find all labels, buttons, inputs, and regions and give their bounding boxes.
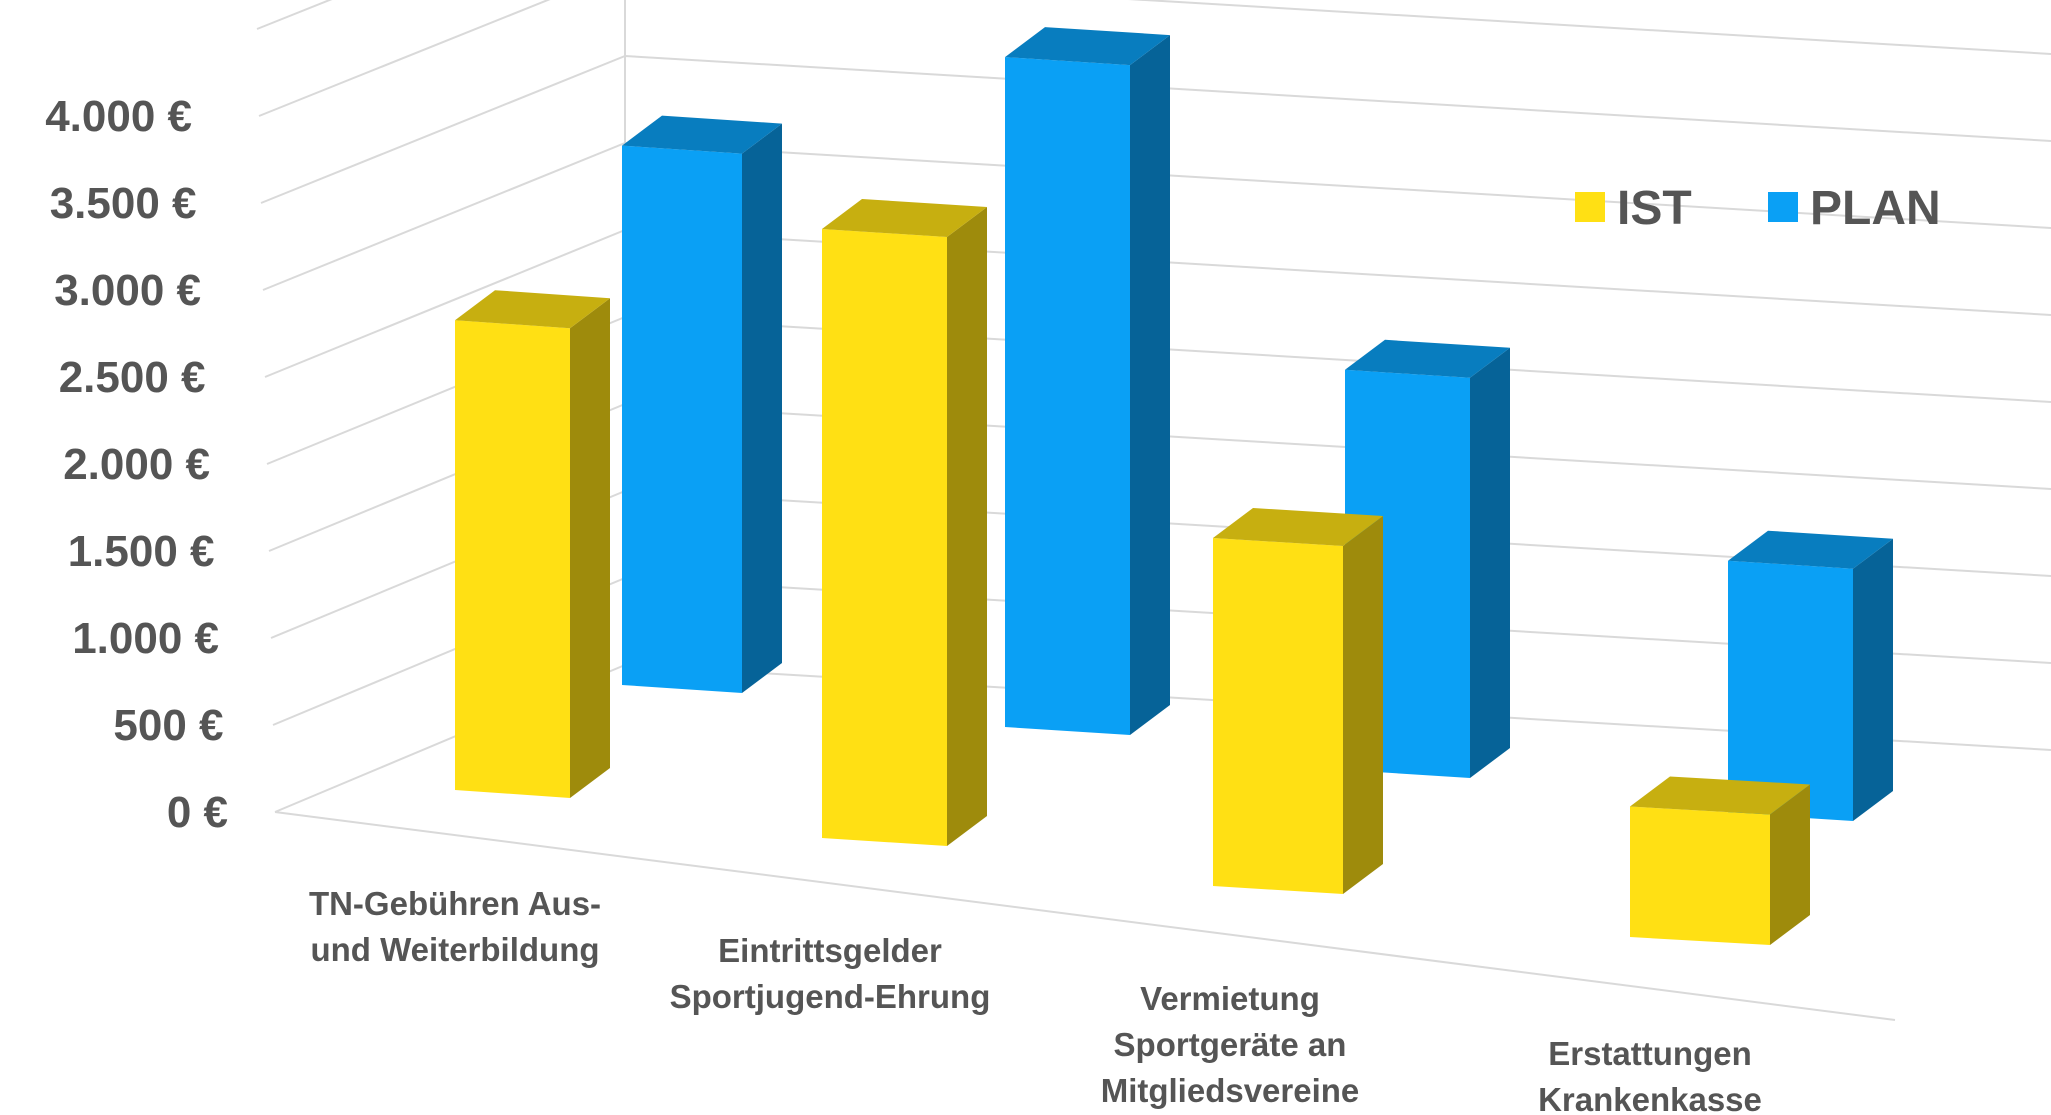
bar-front-face xyxy=(455,320,570,798)
legend-swatch-ist xyxy=(1575,192,1605,222)
y-tick-label: 3.500 € xyxy=(50,179,197,228)
legend-label-plan: PLAN xyxy=(1810,182,1941,235)
bars xyxy=(455,27,1893,945)
bar-ist-1 xyxy=(455,290,610,798)
bar-side-face xyxy=(742,123,782,694)
bar-top-face xyxy=(455,290,610,329)
bar-front-face xyxy=(822,229,947,846)
bar-side-face xyxy=(1770,784,1810,945)
bar-front-face xyxy=(1005,57,1130,736)
floor-front-edge xyxy=(274,811,1896,1021)
category-label: Mitgliedsvereine xyxy=(1101,1072,1360,1109)
y-tick-label: 2.500 € xyxy=(59,353,206,402)
bar-side-face xyxy=(1343,516,1383,894)
category-label: Krankenkasse xyxy=(1538,1081,1762,1115)
category-label: Sportjugend-Ehrung xyxy=(670,978,991,1015)
bar-ist-4 xyxy=(1630,776,1810,945)
y-tick-label: 0 € xyxy=(167,788,228,837)
bar-side-face xyxy=(1470,347,1510,778)
bar-front-face xyxy=(1728,560,1853,821)
y-tick-label: 4.000 € xyxy=(45,92,192,141)
bar-top-face xyxy=(1630,776,1810,815)
y-tick-label: 3.000 € xyxy=(54,266,201,315)
legend: IST PLAN xyxy=(1575,182,1941,235)
category-label: Eintrittsgelder xyxy=(718,932,942,969)
bar-plan-1 xyxy=(622,115,782,694)
legend-label-ist: IST xyxy=(1617,182,1692,235)
bar-side-face xyxy=(570,298,610,798)
bar-side-face xyxy=(1853,538,1893,821)
y-tick-label: 2.000 € xyxy=(63,440,210,489)
gridline xyxy=(256,0,333,30)
y-tick-label: 1.000 € xyxy=(72,614,219,663)
bar-top-face xyxy=(1005,27,1170,66)
x-axis-categories: TN-Gebühren Aus-und Weiterbildung Eintrit… xyxy=(309,885,1762,1115)
bar-front-face xyxy=(622,145,742,694)
bar-ist-2 xyxy=(822,199,987,846)
category-label: Erstattungen xyxy=(1548,1035,1752,1072)
bar-top-face xyxy=(1728,530,1893,569)
bar-ist-3 xyxy=(1213,508,1383,894)
bar-front-face xyxy=(1213,538,1343,894)
bar-plan-2 xyxy=(1005,27,1170,736)
y-tick-label: 1.500 € xyxy=(68,527,215,576)
bar-side-face xyxy=(1130,35,1170,736)
bar-top-face xyxy=(1213,508,1383,546)
category-label: und Weiterbildung xyxy=(310,931,599,968)
category-label: TN-Gebühren Aus- xyxy=(309,885,601,922)
category-label: Vermietung xyxy=(1140,980,1320,1017)
bar-top-face xyxy=(622,115,782,154)
bar-top-face xyxy=(822,199,987,237)
category-label: Sportgeräte an xyxy=(1114,1026,1347,1063)
bar-front-face xyxy=(1630,806,1770,945)
bar-plan-4 xyxy=(1728,530,1893,821)
y-axis-ticks: 0 € 500 € 1.000 € 1.500 € 2.000 € 2.500 € 3.00… xyxy=(45,92,228,837)
gridline xyxy=(258,0,2051,117)
y-tick-label: 500 € xyxy=(113,701,223,750)
legend-swatch-plan xyxy=(1768,192,1798,222)
bar-side-face xyxy=(947,207,987,846)
bar-top-face xyxy=(1345,339,1510,378)
